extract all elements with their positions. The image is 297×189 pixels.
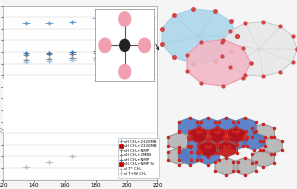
Polygon shape xyxy=(197,147,219,165)
Polygon shape xyxy=(206,132,229,150)
Circle shape xyxy=(119,64,131,79)
Polygon shape xyxy=(198,141,218,157)
Polygon shape xyxy=(207,127,228,143)
Polygon shape xyxy=(162,9,237,64)
Circle shape xyxy=(139,38,151,53)
Polygon shape xyxy=(233,118,256,135)
Polygon shape xyxy=(168,147,191,165)
Polygon shape xyxy=(224,132,247,150)
Polygon shape xyxy=(187,40,251,86)
Legend: sH CH₄+2320MB, sH CH₄+2320MB, sH CH₄+NMP, sH CH₄+2MBS, sH CH₄+NMP, sH CH₄+NMP Si: sH CH₄+2320MB, sH CH₄+2320MB, sH CH₄+NMP… xyxy=(118,138,159,178)
Polygon shape xyxy=(252,150,274,167)
Polygon shape xyxy=(233,158,256,175)
Polygon shape xyxy=(178,118,201,135)
Circle shape xyxy=(119,12,131,26)
Polygon shape xyxy=(222,22,297,76)
Polygon shape xyxy=(178,147,201,165)
Polygon shape xyxy=(197,118,219,135)
Polygon shape xyxy=(189,127,209,143)
Polygon shape xyxy=(216,141,237,157)
Polygon shape xyxy=(215,158,238,175)
Polygon shape xyxy=(215,118,238,135)
Circle shape xyxy=(99,38,111,53)
Polygon shape xyxy=(168,132,191,150)
Polygon shape xyxy=(252,124,274,141)
Polygon shape xyxy=(243,132,265,150)
Polygon shape xyxy=(188,132,210,150)
Bar xyxy=(3,79,157,132)
Polygon shape xyxy=(225,127,246,143)
Polygon shape xyxy=(260,137,282,154)
Circle shape xyxy=(120,39,130,51)
